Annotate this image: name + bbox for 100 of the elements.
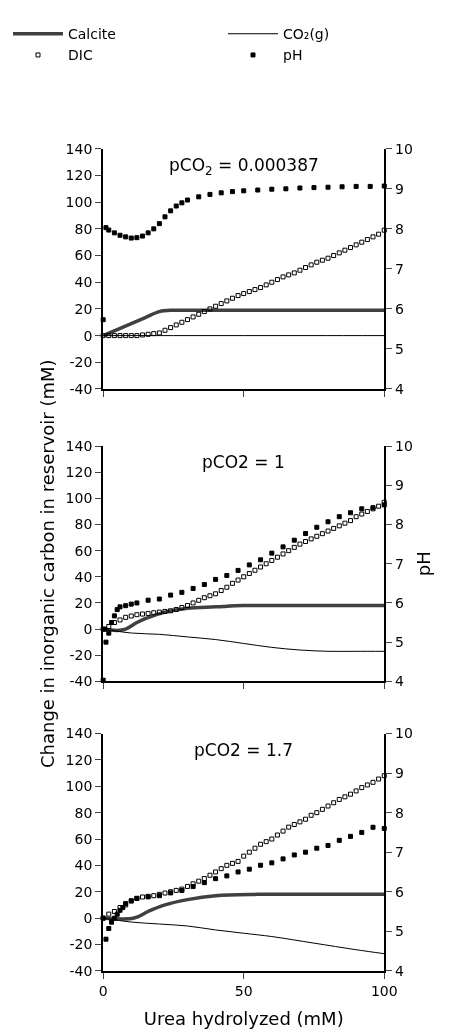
point [145,331,151,337]
point [241,188,247,194]
point [269,557,275,563]
point [184,883,190,889]
point [134,235,140,241]
y-tick-label: -40 [69,962,93,979]
point [252,845,258,851]
point [184,603,190,609]
point [184,317,190,323]
y-tick-label: 80 [74,516,93,533]
point [364,782,370,788]
point [179,319,185,325]
point [201,880,207,886]
point [224,573,230,578]
y-tick-label: 120 [65,751,93,768]
point [162,327,168,333]
point [162,214,168,220]
point [235,567,241,573]
point [314,533,320,539]
point [376,776,382,782]
point [286,548,292,554]
point [246,289,252,295]
point [151,893,157,899]
y2-tick-label: 7 [395,260,404,277]
y2-tick-label: 5 [395,340,404,357]
point [156,221,162,227]
y-tick-label: 40 [74,857,93,874]
point [269,860,275,866]
legend-label: Calcite [68,26,116,43]
point [325,255,331,261]
point [297,267,303,273]
point [241,853,247,859]
y2-tick-label: 10 [395,140,413,157]
y-axis-title: Change in inorganic carbon in reservoir (mM) [37,359,59,769]
point [229,580,235,586]
point [283,186,289,192]
point [319,806,325,812]
point [168,325,174,331]
y-tick-label: -40 [69,673,93,690]
y-tick-label: 100 [65,778,93,795]
point [173,322,179,328]
point [179,200,185,206]
x-tick-label: 50 [234,982,253,999]
y-tick-label: 140 [65,437,93,454]
point [376,503,382,509]
point [325,519,331,525]
point [258,557,264,563]
point [336,796,342,802]
point [196,597,202,603]
point [128,601,134,607]
point [258,862,264,868]
point [168,592,174,598]
point [325,184,331,190]
x-tick-label: 100 [370,982,398,999]
point [364,508,370,514]
point [319,531,325,537]
point [145,597,151,603]
y2-tick-label: 10 [395,437,413,454]
point [342,247,348,253]
point [303,531,309,537]
point [263,282,269,288]
point [140,233,145,239]
point [173,606,179,612]
point [179,589,185,595]
point [218,588,224,594]
point [359,785,365,791]
point [252,287,258,293]
point [123,234,129,240]
point [370,824,376,830]
point [258,841,264,847]
point [258,564,264,570]
point [269,186,275,192]
point [246,571,252,577]
x-axis-title: Urea hydrolyzed (mM) [143,1008,344,1030]
point [252,567,258,573]
y-tick-label: 140 [65,140,93,157]
point [218,866,224,872]
point [235,869,241,875]
point [106,911,112,917]
y-tick-label: 40 [74,568,93,585]
point [269,279,275,285]
y-tick-label: 20 [74,883,93,900]
point [280,856,286,862]
point [280,551,286,557]
point [117,232,123,238]
point [314,845,320,851]
point [235,577,241,583]
y2-tick-label: 9 [395,477,404,494]
point [308,812,314,818]
point [331,800,337,806]
point [168,608,174,614]
point [111,230,117,236]
point [246,849,252,855]
point [303,265,309,271]
legend-label: DIC [68,47,93,64]
y2-tick-label: 6 [395,594,405,611]
y-tick-label: -40 [69,380,93,397]
point [339,184,345,190]
point [353,183,359,189]
y2-tick-label: 4 [395,673,405,690]
